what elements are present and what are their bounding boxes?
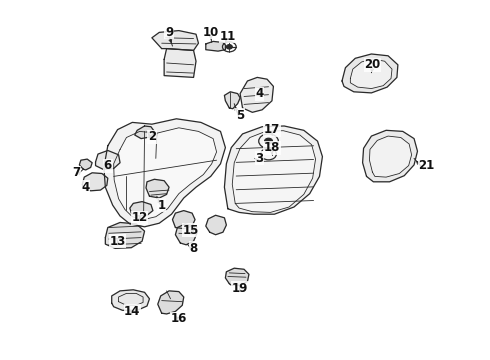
Text: 4: 4 — [82, 181, 90, 194]
Text: 21: 21 — [418, 159, 435, 172]
Polygon shape — [96, 150, 120, 169]
Polygon shape — [172, 211, 195, 229]
Text: 9: 9 — [165, 26, 173, 39]
Text: 4: 4 — [256, 87, 264, 100]
Polygon shape — [112, 290, 149, 310]
Text: 11: 11 — [220, 30, 236, 42]
Polygon shape — [82, 173, 108, 191]
Text: 18: 18 — [264, 141, 280, 154]
Polygon shape — [224, 126, 322, 214]
Text: 13: 13 — [109, 235, 126, 248]
Polygon shape — [135, 126, 154, 139]
Circle shape — [226, 45, 232, 49]
Text: 7: 7 — [72, 166, 80, 179]
Text: 10: 10 — [202, 26, 219, 39]
Polygon shape — [164, 49, 196, 77]
Polygon shape — [206, 41, 225, 51]
Polygon shape — [114, 128, 217, 220]
Polygon shape — [104, 119, 225, 227]
Text: 15: 15 — [183, 224, 199, 237]
Polygon shape — [158, 291, 184, 314]
Polygon shape — [224, 92, 240, 109]
Polygon shape — [342, 54, 398, 93]
Text: 17: 17 — [264, 123, 280, 136]
Polygon shape — [105, 222, 145, 248]
Text: 6: 6 — [104, 159, 112, 172]
Polygon shape — [130, 202, 153, 216]
Polygon shape — [206, 215, 226, 235]
Polygon shape — [79, 159, 92, 170]
Polygon shape — [369, 136, 412, 177]
Text: 20: 20 — [364, 58, 381, 71]
Text: 16: 16 — [171, 312, 187, 325]
Text: 3: 3 — [256, 152, 264, 165]
Text: 12: 12 — [131, 211, 148, 224]
Circle shape — [265, 138, 272, 144]
Polygon shape — [350, 59, 392, 89]
Polygon shape — [146, 179, 169, 198]
Polygon shape — [175, 224, 197, 245]
Text: 1: 1 — [158, 199, 166, 212]
Text: 19: 19 — [232, 282, 248, 294]
Polygon shape — [240, 77, 273, 112]
Text: 2: 2 — [148, 130, 156, 143]
Text: 5: 5 — [236, 109, 244, 122]
Text: 8: 8 — [190, 242, 197, 255]
Polygon shape — [225, 268, 249, 285]
Polygon shape — [363, 130, 417, 182]
Polygon shape — [232, 131, 316, 212]
Polygon shape — [152, 31, 198, 50]
Text: 14: 14 — [124, 305, 141, 318]
